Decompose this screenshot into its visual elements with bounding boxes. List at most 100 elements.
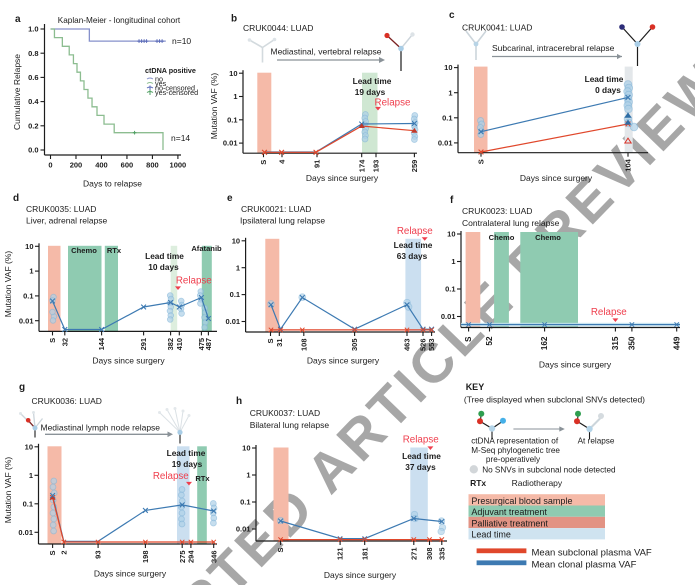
svg-text:1000: 1000 <box>170 161 187 170</box>
svg-text:37 days: 37 days <box>405 462 436 472</box>
svg-text:198: 198 <box>141 551 150 564</box>
svg-text:Palliative treatment: Palliative treatment <box>471 518 548 528</box>
svg-text:Ipsilateral lung relapse: Ipsilateral lung relapse <box>240 216 325 226</box>
svg-text:10: 10 <box>447 230 455 239</box>
svg-text:0.1: 0.1 <box>227 115 237 124</box>
svg-text:600: 600 <box>121 161 134 170</box>
svg-text:c: c <box>449 10 455 21</box>
svg-text:Mediastinal lymph node relapse: Mediastinal lymph node relapse <box>41 423 161 433</box>
svg-text:b: b <box>231 14 237 25</box>
svg-text:63 days: 63 days <box>397 251 428 261</box>
svg-text:Lead time: Lead time <box>471 530 511 540</box>
svg-text:CRUK0036: LUAD: CRUK0036: LUAD <box>32 396 102 406</box>
svg-text:0.6: 0.6 <box>28 73 38 82</box>
svg-text:pre-operatively: pre-operatively <box>486 455 541 464</box>
svg-text:Chemo: Chemo <box>535 233 561 242</box>
svg-text:Chemo: Chemo <box>71 246 97 255</box>
svg-text:At relapse: At relapse <box>578 437 615 446</box>
svg-text:S: S <box>477 159 486 164</box>
svg-text:Chemo: Chemo <box>489 233 515 242</box>
svg-text:CRUK0041: LUAD: CRUK0041: LUAD <box>462 23 532 33</box>
svg-text:CRUK0044: LUAD: CRUK0044: LUAD <box>243 23 313 33</box>
svg-text:271: 271 <box>409 548 418 561</box>
svg-text:1: 1 <box>236 263 240 272</box>
svg-text:CRUK0021: LUAD: CRUK0021: LUAD <box>241 204 311 214</box>
svg-text:0.01: 0.01 <box>441 312 456 321</box>
svg-text:291: 291 <box>139 338 148 351</box>
svg-text:259: 259 <box>410 160 419 173</box>
svg-text:CRUK0037: LUAD: CRUK0037: LUAD <box>250 408 320 418</box>
svg-text:0.1: 0.1 <box>240 498 250 507</box>
svg-text:e: e <box>227 193 233 204</box>
svg-text:Lead time: Lead time <box>585 74 624 84</box>
svg-text:Contralateral lung relapse: Contralateral lung relapse <box>462 218 560 228</box>
svg-text:n=10: n=10 <box>172 36 191 46</box>
svg-text:Lead time: Lead time <box>353 76 392 86</box>
svg-text:305: 305 <box>350 339 359 352</box>
svg-text:200: 200 <box>70 161 83 170</box>
svg-text:h: h <box>236 396 242 407</box>
svg-text:S: S <box>48 338 57 343</box>
svg-text:ctDNA representation of: ctDNA representation of <box>471 437 559 446</box>
svg-text:Lead time: Lead time <box>145 251 184 261</box>
svg-text:Days since surgery: Days since surgery <box>94 569 167 579</box>
svg-text:0.01: 0.01 <box>438 139 453 148</box>
svg-text:10: 10 <box>25 242 33 251</box>
svg-text:Mediastinal, vertebral relapse: Mediastinal, vertebral relapse <box>271 47 382 57</box>
svg-text:162: 162 <box>540 336 549 350</box>
svg-text:S: S <box>276 548 285 553</box>
svg-text:0.8: 0.8 <box>28 49 38 58</box>
svg-text:Days since surgery: Days since surgery <box>307 356 380 366</box>
svg-text:Relapse: Relapse <box>403 435 439 446</box>
svg-text:800: 800 <box>146 161 159 170</box>
svg-text:Relapse: Relapse <box>591 307 627 318</box>
svg-text:0.1: 0.1 <box>445 285 455 294</box>
svg-text:10: 10 <box>229 69 237 78</box>
svg-text:1: 1 <box>29 471 33 480</box>
svg-text:1: 1 <box>451 257 455 266</box>
svg-text:1: 1 <box>448 88 452 97</box>
svg-text:Days since surgery: Days since surgery <box>306 173 379 183</box>
svg-text:CRUK0023: LUAD: CRUK0023: LUAD <box>462 206 532 216</box>
svg-text:1: 1 <box>29 267 33 276</box>
svg-text:10: 10 <box>444 63 452 72</box>
svg-text:308: 308 <box>425 548 434 561</box>
svg-text:a: a <box>15 14 21 25</box>
svg-text:Subcarinal, intracerebral rela: Subcarinal, intracerebral relapse <box>492 43 615 53</box>
svg-text:No SNVs in subclonal node dete: No SNVs in subclonal node detected <box>482 466 616 475</box>
svg-text:0.01: 0.01 <box>19 316 34 325</box>
svg-text:S: S <box>266 339 275 344</box>
svg-text:0.01: 0.01 <box>236 525 251 534</box>
svg-text:RTx: RTx <box>470 478 486 488</box>
svg-text:no: no <box>155 75 163 84</box>
svg-text:Presurgical blood sample: Presurgical blood sample <box>471 496 572 506</box>
svg-text:275: 275 <box>178 551 187 564</box>
svg-text:S: S <box>464 336 473 342</box>
svg-text:Mutation VAF (%): Mutation VAF (%) <box>3 251 13 318</box>
svg-text:Mean subclonal plasma VAF: Mean subclonal plasma VAF <box>532 548 652 559</box>
svg-text:no-censored: no-censored <box>155 84 195 93</box>
svg-text:1.0: 1.0 <box>28 25 38 34</box>
svg-text:32: 32 <box>60 338 69 346</box>
svg-text:KEY: KEY <box>466 382 485 392</box>
svg-text:RTx: RTx <box>195 474 210 483</box>
svg-text:0.1: 0.1 <box>23 292 33 301</box>
svg-text:0.1: 0.1 <box>23 499 33 508</box>
svg-text:346: 346 <box>209 551 218 564</box>
svg-text:g: g <box>19 382 25 393</box>
svg-text:yes: yes <box>155 79 167 88</box>
svg-text:S: S <box>259 160 268 165</box>
svg-text:Relapse: Relapse <box>397 226 433 237</box>
svg-text:S: S <box>48 551 57 556</box>
svg-text:Relapse: Relapse <box>153 471 189 482</box>
svg-text:104: 104 <box>624 158 633 171</box>
svg-text:400: 400 <box>95 161 108 170</box>
svg-text:174: 174 <box>357 159 366 172</box>
svg-text:ctDNA positive: ctDNA positive <box>145 66 196 75</box>
svg-text:Days to relapse: Days to relapse <box>83 179 142 189</box>
svg-text:10 days: 10 days <box>148 262 179 272</box>
svg-text:Days since surgery: Days since surgery <box>92 356 165 366</box>
svg-text:0.2: 0.2 <box>28 121 38 130</box>
svg-text:93: 93 <box>94 551 103 559</box>
svg-text:Bilateral lung relapse: Bilateral lung relapse <box>250 420 330 430</box>
